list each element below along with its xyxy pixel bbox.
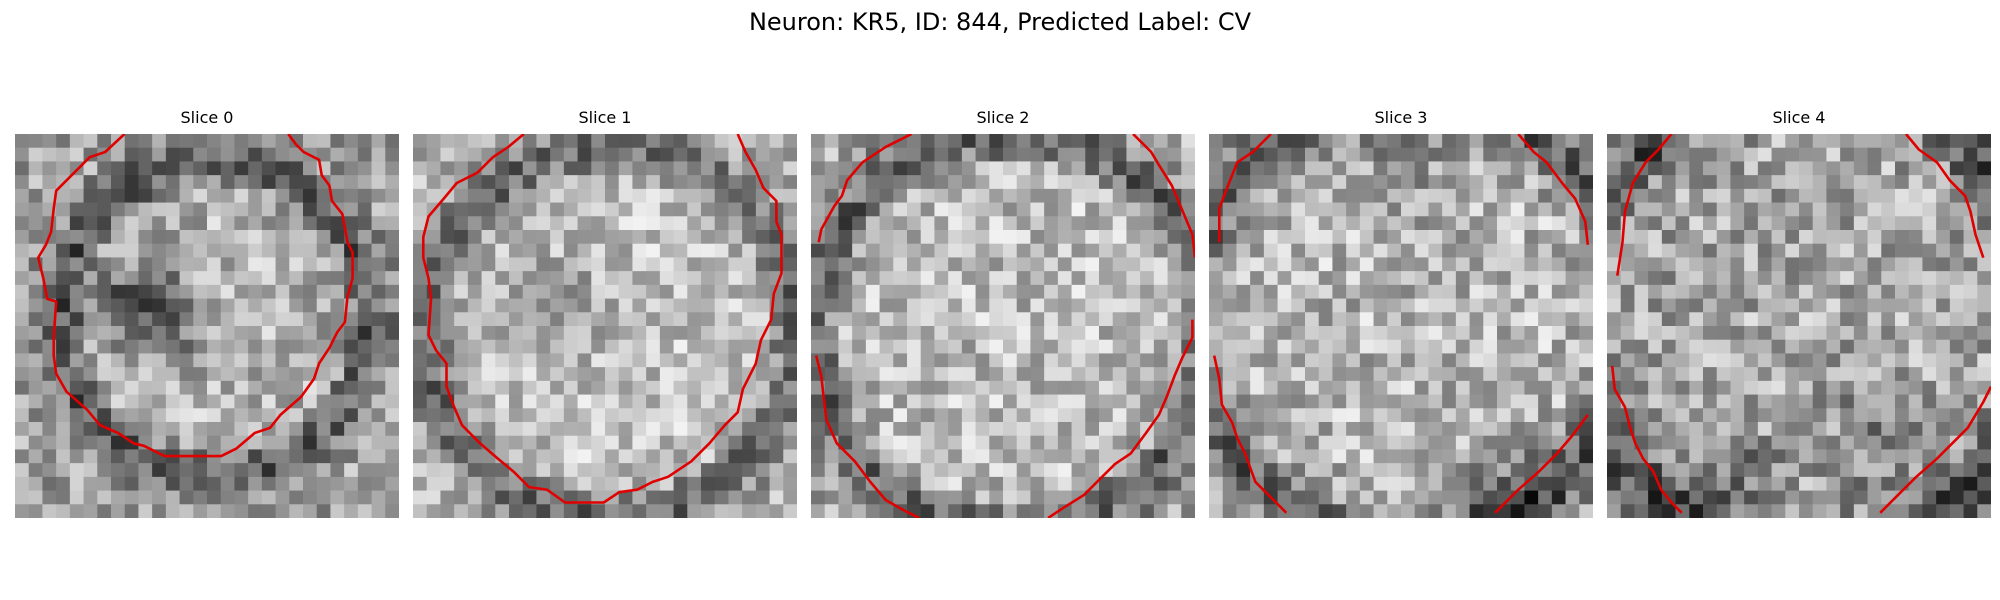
slice-image-3 bbox=[1209, 134, 1593, 518]
pixel-grid bbox=[413, 134, 797, 518]
contour-line-1 bbox=[1517, 134, 1590, 245]
pixel-grid bbox=[811, 134, 1195, 518]
contour-line-3 bbox=[1047, 319, 1194, 518]
slice-1-plot bbox=[413, 134, 797, 518]
panel-title-slice-4: Slice 4 bbox=[1772, 108, 1826, 127]
slice-image-1 bbox=[413, 134, 797, 518]
figure-title: Neuron: KR5, ID: 844, Predicted Label: C… bbox=[748, 8, 1252, 36]
contour-line-2 bbox=[1212, 355, 1288, 514]
pixel-grid bbox=[15, 134, 399, 518]
slice-4-plot bbox=[1607, 134, 1991, 518]
pixel-grid bbox=[1209, 134, 1593, 518]
panel-title-slice-3: Slice 3 bbox=[1374, 108, 1428, 127]
slice-image-2 bbox=[811, 134, 1195, 518]
contour-line-0 bbox=[422, 134, 783, 504]
contour-line-0 bbox=[1616, 134, 1673, 276]
contour-line-2 bbox=[1610, 365, 1683, 514]
slice-0-plot bbox=[15, 134, 399, 518]
slice-2-plot bbox=[811, 134, 1195, 518]
panel-title-slice-1: Slice 1 bbox=[578, 108, 632, 127]
contour-line-0 bbox=[1218, 134, 1272, 243]
contour-line-3 bbox=[1879, 386, 1991, 514]
contour-line-2 bbox=[814, 355, 920, 518]
slice-3-plot bbox=[1209, 134, 1593, 518]
contour-line-1 bbox=[1904, 134, 1985, 259]
pixel-grid bbox=[1607, 134, 1991, 518]
contour-line-0 bbox=[817, 134, 913, 243]
slice-image-4 bbox=[1607, 134, 1991, 518]
contour-line-3 bbox=[1494, 414, 1589, 514]
contour-line-0 bbox=[36, 134, 354, 458]
slice-image-0 bbox=[15, 134, 399, 518]
panel-title-slice-2: Slice 2 bbox=[976, 108, 1030, 127]
panel-title-slice-0: Slice 0 bbox=[180, 108, 234, 127]
contour-line-1 bbox=[1132, 134, 1195, 258]
